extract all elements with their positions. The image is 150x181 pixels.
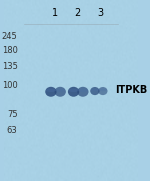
Ellipse shape	[98, 87, 108, 95]
Ellipse shape	[46, 89, 56, 92]
Ellipse shape	[55, 87, 66, 97]
Text: 135: 135	[2, 62, 18, 71]
Text: 2: 2	[74, 8, 81, 18]
Text: ITPKB: ITPKB	[115, 85, 147, 95]
Ellipse shape	[68, 87, 79, 97]
Text: 180: 180	[2, 46, 18, 55]
Ellipse shape	[68, 89, 79, 92]
Text: 75: 75	[7, 110, 18, 119]
Text: 3: 3	[97, 8, 103, 18]
Ellipse shape	[45, 87, 57, 97]
Text: 100: 100	[2, 81, 18, 90]
Ellipse shape	[91, 88, 99, 91]
Text: 245: 245	[2, 32, 18, 41]
Ellipse shape	[77, 87, 88, 97]
Ellipse shape	[78, 89, 88, 92]
Text: 63: 63	[7, 126, 18, 135]
Ellipse shape	[99, 88, 107, 91]
Ellipse shape	[55, 89, 65, 92]
Text: 1: 1	[52, 8, 58, 18]
Ellipse shape	[90, 87, 100, 95]
